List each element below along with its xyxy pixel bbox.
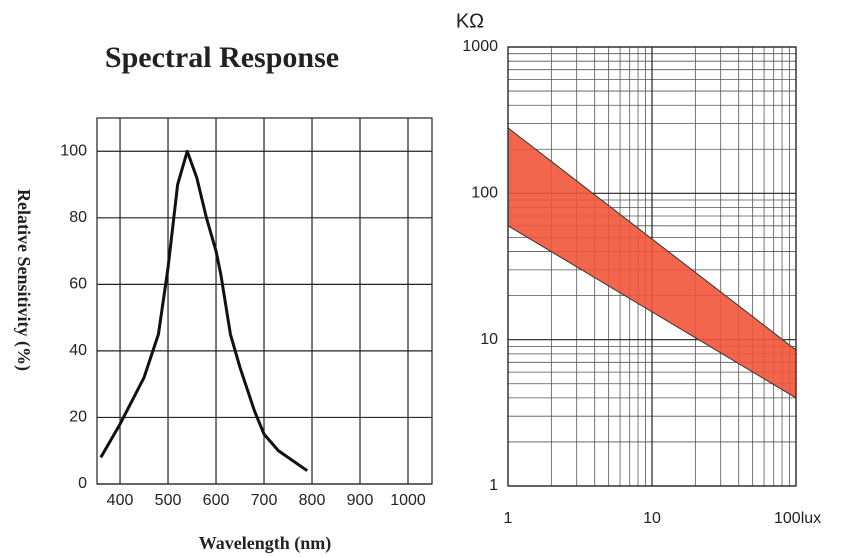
y-tick-label: 100 [60,142,87,159]
x-tick-label: 800 [299,492,326,509]
y-tick-label: 0 [78,475,87,492]
plot-area [96,117,433,485]
line [99,149,309,472]
y-tick-label: 60 [69,276,87,293]
y-axis-label: Relative Sensitivity (%) [13,189,34,371]
y-tick-label: 1000 [462,38,498,55]
x-tick-label: 500 [155,492,182,509]
y-tick-label: 40 [69,342,87,359]
y-axis-label: KΩ [456,10,484,32]
band-area [508,127,796,398]
x-tick-label: 400 [107,492,134,509]
x-tick-label: 1000 [390,492,426,509]
plot-area [507,46,797,487]
y-tick-label: 100 [471,185,498,202]
band-edge [507,127,797,351]
y-tick-label: 1 [489,477,498,494]
x-tick-label: 100lux [774,510,821,527]
x-tick-label: 600 [203,492,230,509]
y-tick-label: 10 [480,331,498,348]
chart-title: Spectral Response [105,41,339,74]
band-edge [507,225,797,399]
x-axis-label: Wavelength (nm) [199,533,332,554]
x-tick-label: 10 [643,510,661,527]
y-tick-label: 80 [69,209,87,226]
x-tick-label: 700 [251,492,278,509]
x-tick-label: 1 [504,510,513,527]
y-tick-label: 20 [69,409,87,426]
x-tick-label: 900 [347,492,374,509]
